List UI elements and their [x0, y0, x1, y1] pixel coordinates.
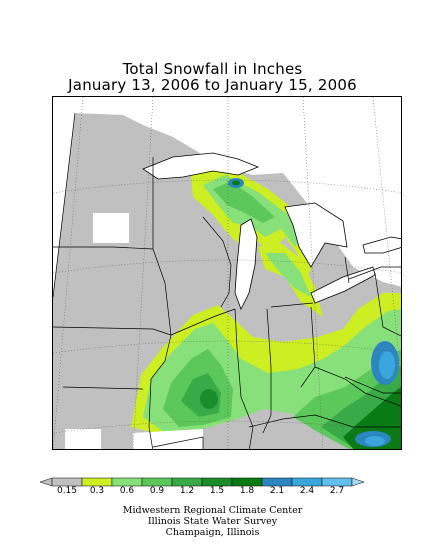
legend-label: 0.3 [89, 486, 105, 496]
legend-arrow-low [39, 477, 53, 487]
credit-survey: Illinois State Water Survey [147, 516, 278, 527]
color-scale-legend [39, 474, 385, 493]
no-data-patch [93, 213, 129, 243]
legend-label: 0.6 [119, 486, 135, 496]
graticule [53, 97, 401, 449]
legend-swatch [111, 477, 143, 487]
snow-band-michigan-mid [265, 253, 311, 297]
snow-max-illinois [200, 389, 218, 409]
lake-superior [142, 152, 260, 180]
legend-swatch [231, 477, 263, 487]
legend-swatch [141, 477, 173, 487]
lake-ontario [362, 236, 401, 254]
legend-swatch [81, 477, 113, 487]
legend-label: 1.8 [239, 486, 255, 496]
legend-label: 1.2 [179, 486, 195, 496]
legend-label: 2.4 [299, 486, 315, 496]
map-date-range: January 13, 2006 to January 15, 2006 [68, 76, 357, 94]
legend-arrow-high [351, 477, 365, 487]
state-borders [53, 112, 401, 449]
legend-swatch [291, 477, 323, 487]
legend-swatch [51, 477, 83, 487]
snow-max-east-light [379, 351, 395, 379]
snow-band-east-max [343, 386, 401, 449]
legend-label: 1.5 [209, 486, 225, 496]
map-title: Total Snowfall in Inches [122, 60, 303, 78]
legend-label: 2.1 [269, 486, 285, 496]
legend-label: 2.7 [329, 486, 345, 496]
snowfall-map-svg [53, 97, 401, 449]
lake-huron [284, 202, 348, 268]
legend-label: 0.9 [149, 486, 165, 496]
credit-center: Midwestern Regional Climate Center [122, 505, 303, 516]
legend-swatch [201, 477, 233, 487]
color-scale-bar [39, 477, 365, 487]
snowfall-map [52, 96, 402, 450]
snow-max-north-inner [232, 180, 240, 186]
legend-swatch [321, 477, 353, 487]
snow-band-north-high [213, 181, 275, 223]
legend-label: 0.15 [56, 486, 78, 496]
snow-max-south-light [365, 436, 385, 446]
legend-swatch [261, 477, 293, 487]
credit-location: Champaign, Illinois [165, 527, 260, 538]
no-data-patch [65, 429, 101, 449]
legend-swatch [171, 477, 203, 487]
lake-michigan [234, 218, 258, 310]
